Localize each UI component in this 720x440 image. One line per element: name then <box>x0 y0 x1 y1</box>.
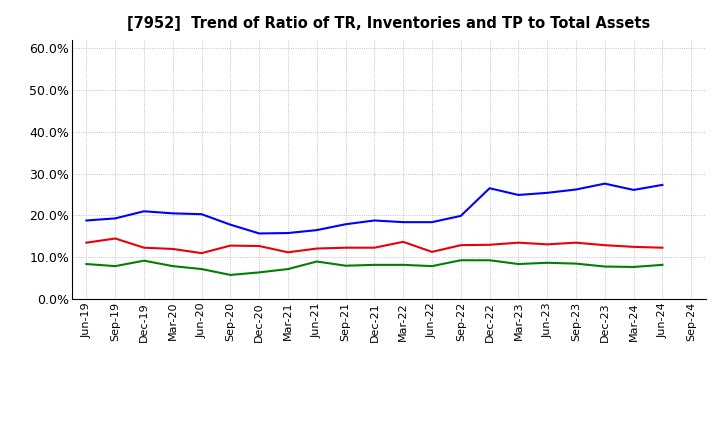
Trade Receivables <box>226 243 235 248</box>
Trade Payables <box>600 264 609 269</box>
Inventories <box>485 186 494 191</box>
Inventories <box>140 209 148 214</box>
Trade Payables <box>543 260 552 265</box>
Trade Payables <box>428 264 436 269</box>
Inventories <box>168 211 177 216</box>
Inventories <box>370 218 379 223</box>
Trade Receivables <box>197 250 206 256</box>
Trade Payables <box>312 259 321 264</box>
Trade Payables <box>197 266 206 271</box>
Trade Receivables <box>140 245 148 250</box>
Trade Receivables <box>629 244 638 249</box>
Inventories <box>341 222 350 227</box>
Inventories <box>514 192 523 198</box>
Trade Receivables <box>312 246 321 251</box>
Trade Payables <box>168 264 177 269</box>
Trade Payables <box>226 272 235 278</box>
Trade Receivables <box>284 249 292 255</box>
Trade Payables <box>399 262 408 268</box>
Trade Payables <box>255 270 264 275</box>
Inventories <box>600 181 609 186</box>
Trade Receivables <box>399 239 408 245</box>
Trade Receivables <box>600 242 609 248</box>
Inventories <box>399 220 408 225</box>
Trade Payables <box>629 264 638 270</box>
Trade Payables <box>82 261 91 267</box>
Title: [7952]  Trend of Ratio of TR, Inventories and TP to Total Assets: [7952] Trend of Ratio of TR, Inventories… <box>127 16 650 32</box>
Line: Trade Receivables: Trade Receivables <box>86 238 662 253</box>
Inventories <box>226 222 235 227</box>
Trade Payables <box>341 263 350 268</box>
Line: Inventories: Inventories <box>86 183 662 234</box>
Trade Receivables <box>255 243 264 249</box>
Trade Receivables <box>82 240 91 246</box>
Inventories <box>572 187 580 192</box>
Inventories <box>428 220 436 225</box>
Trade Payables <box>514 261 523 267</box>
Trade Receivables <box>111 236 120 241</box>
Inventories <box>456 213 465 219</box>
Inventories <box>312 227 321 233</box>
Trade Receivables <box>543 242 552 247</box>
Trade Payables <box>284 266 292 271</box>
Trade Receivables <box>428 249 436 254</box>
Trade Receivables <box>514 240 523 246</box>
Trade Payables <box>111 264 120 269</box>
Trade Receivables <box>341 245 350 250</box>
Trade Receivables <box>572 240 580 246</box>
Trade Payables <box>658 262 667 268</box>
Trade Receivables <box>658 245 667 250</box>
Inventories <box>284 231 292 236</box>
Trade Payables <box>370 262 379 268</box>
Inventories <box>629 187 638 193</box>
Inventories <box>111 216 120 221</box>
Trade Receivables <box>168 246 177 252</box>
Inventories <box>197 212 206 217</box>
Inventories <box>658 182 667 187</box>
Trade Receivables <box>485 242 494 247</box>
Inventories <box>82 218 91 223</box>
Trade Payables <box>485 258 494 263</box>
Trade Payables <box>140 258 148 263</box>
Inventories <box>255 231 264 236</box>
Line: Trade Payables: Trade Payables <box>86 260 662 275</box>
Trade Payables <box>456 258 465 263</box>
Trade Payables <box>572 261 580 266</box>
Inventories <box>543 190 552 195</box>
Trade Receivables <box>456 242 465 248</box>
Trade Receivables <box>370 245 379 250</box>
